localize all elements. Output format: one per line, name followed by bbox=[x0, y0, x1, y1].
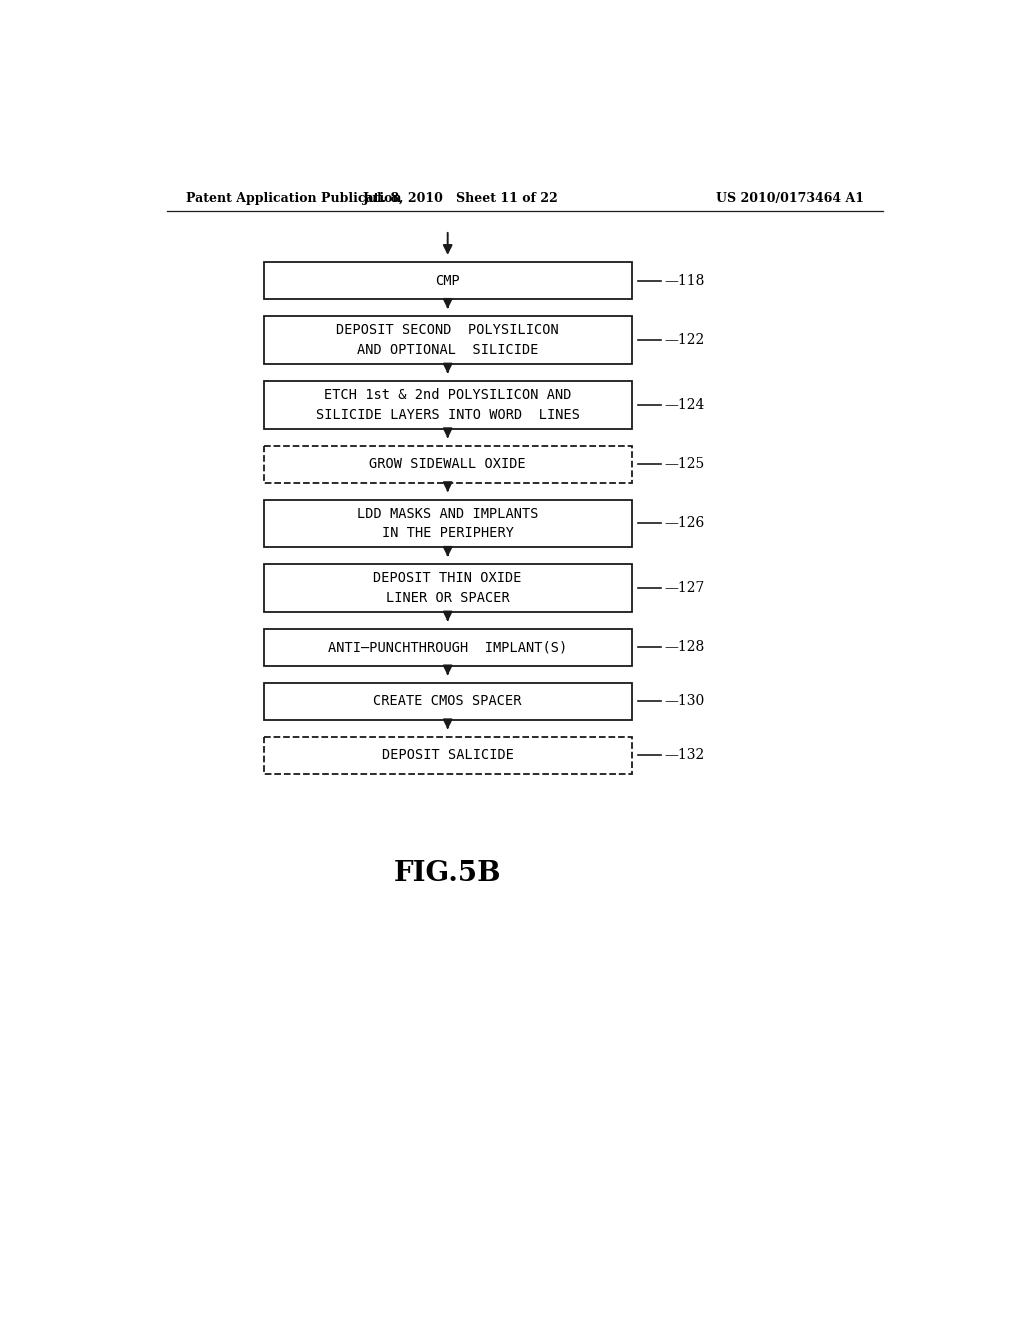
Text: —127: —127 bbox=[665, 581, 705, 595]
Bar bbox=[263, 381, 632, 429]
Text: —118: —118 bbox=[665, 273, 705, 288]
Bar bbox=[263, 317, 632, 364]
Text: CMP: CMP bbox=[435, 273, 460, 288]
Text: CREATE CMOS SPACER: CREATE CMOS SPACER bbox=[374, 694, 522, 709]
Text: —124: —124 bbox=[665, 397, 705, 412]
Text: —122: —122 bbox=[665, 333, 705, 347]
Text: ETCH 1st & 2nd POLYSILICON AND
SILICIDE LAYERS INTO WORD  LINES: ETCH 1st & 2nd POLYSILICON AND SILICIDE … bbox=[315, 388, 580, 421]
Text: DEPOSIT SALICIDE: DEPOSIT SALICIDE bbox=[382, 748, 514, 762]
Bar bbox=[263, 446, 632, 483]
Bar bbox=[263, 682, 632, 719]
Text: Patent Application Publication: Patent Application Publication bbox=[186, 191, 401, 205]
Text: Jul. 8, 2010   Sheet 11 of 22: Jul. 8, 2010 Sheet 11 of 22 bbox=[364, 191, 559, 205]
Text: —126: —126 bbox=[665, 516, 705, 531]
Bar bbox=[263, 499, 632, 548]
Text: US 2010/0173464 A1: US 2010/0173464 A1 bbox=[716, 191, 864, 205]
Bar bbox=[263, 737, 632, 774]
Text: LDD MASKS AND IMPLANTS
IN THE PERIPHERY: LDD MASKS AND IMPLANTS IN THE PERIPHERY bbox=[357, 507, 539, 540]
Text: DEPOSIT THIN OXIDE
LINER OR SPACER: DEPOSIT THIN OXIDE LINER OR SPACER bbox=[374, 572, 522, 605]
Text: —130: —130 bbox=[665, 694, 705, 709]
Text: FIG.5B: FIG.5B bbox=[394, 861, 502, 887]
Text: DEPOSIT SECOND  POLYSILICON
AND OPTIONAL  SILICIDE: DEPOSIT SECOND POLYSILICON AND OPTIONAL … bbox=[336, 323, 559, 356]
Bar bbox=[263, 263, 632, 300]
Text: —128: —128 bbox=[665, 640, 705, 655]
Bar bbox=[263, 628, 632, 665]
Text: GROW SIDEWALL OXIDE: GROW SIDEWALL OXIDE bbox=[370, 457, 526, 471]
Text: ANTI–PUNCHTHROUGH  IMPLANT(S): ANTI–PUNCHTHROUGH IMPLANT(S) bbox=[328, 640, 567, 655]
Text: —132: —132 bbox=[665, 748, 705, 762]
Bar bbox=[263, 564, 632, 612]
Text: —125: —125 bbox=[665, 457, 705, 471]
